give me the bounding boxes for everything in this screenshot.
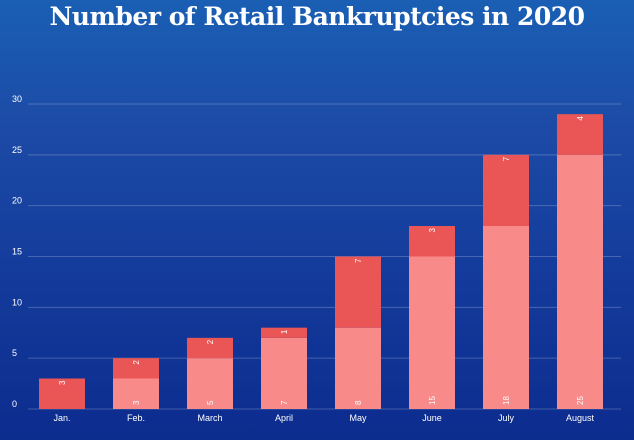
y-tick-label-15: 15 xyxy=(12,247,22,257)
data-label-june-1: 3 xyxy=(428,227,437,232)
chart-title: Number of Retail Bankruptcies in 2020 xyxy=(49,2,585,31)
data-label-august-0: 25 xyxy=(576,396,585,405)
data-label-march-0: 5 xyxy=(206,400,215,405)
bar-march-segment-1 xyxy=(187,337,233,359)
data-label-march-1: 2 xyxy=(206,339,215,344)
data-label-jan-1: 3 xyxy=(58,380,67,385)
y-tick-label-25: 25 xyxy=(12,145,22,155)
y-tick-label-20: 20 xyxy=(12,196,22,206)
x-tick-label-july: July xyxy=(498,413,515,423)
data-label-april-1: 1 xyxy=(280,329,289,334)
data-label-april-0: 7 xyxy=(280,400,289,405)
x-tick-label-jan: Jan. xyxy=(53,413,70,423)
bar-june-segment-0 xyxy=(409,256,455,409)
bar-may-segment-1 xyxy=(335,256,381,328)
x-tick-label-april: April xyxy=(275,413,293,423)
y-tick-label-5: 5 xyxy=(12,348,17,358)
x-tick-label-march: March xyxy=(197,413,222,423)
bar-april-segment-0 xyxy=(261,337,307,409)
bar-july-segment-0 xyxy=(483,226,529,409)
bar-may-segment-0 xyxy=(335,327,381,409)
x-tick-label-june: June xyxy=(422,413,442,423)
x-tick-label-august: August xyxy=(566,413,595,423)
data-label-august-1: 4 xyxy=(576,116,585,121)
data-label-feb-1: 2 xyxy=(132,360,141,365)
bar-feb-segment-0 xyxy=(113,378,159,409)
bar-july-segment-1 xyxy=(483,154,529,226)
bar-august-segment-0 xyxy=(557,154,603,409)
x-tick-label-may: May xyxy=(349,413,367,423)
x-tick-label-feb: Feb. xyxy=(127,413,145,423)
bar-april-segment-1 xyxy=(261,327,307,338)
bar-june-segment-1 xyxy=(409,226,455,257)
bar-feb-segment-1 xyxy=(113,358,159,379)
data-label-may-1: 7 xyxy=(354,258,363,263)
y-tick-label-30: 30 xyxy=(12,94,22,104)
bar-march-segment-0 xyxy=(187,358,233,409)
data-label-feb-0: 3 xyxy=(132,400,141,405)
data-label-may-0: 8 xyxy=(354,400,363,405)
data-label-june-0: 15 xyxy=(428,396,437,405)
data-label-july-0: 18 xyxy=(502,396,511,405)
data-label-july-1: 7 xyxy=(502,156,511,161)
y-tick-label-10: 10 xyxy=(12,297,22,307)
bar-august-segment-1 xyxy=(557,114,603,155)
bar-jan-segment-1 xyxy=(39,378,85,409)
y-tick-label-0: 0 xyxy=(12,399,17,409)
